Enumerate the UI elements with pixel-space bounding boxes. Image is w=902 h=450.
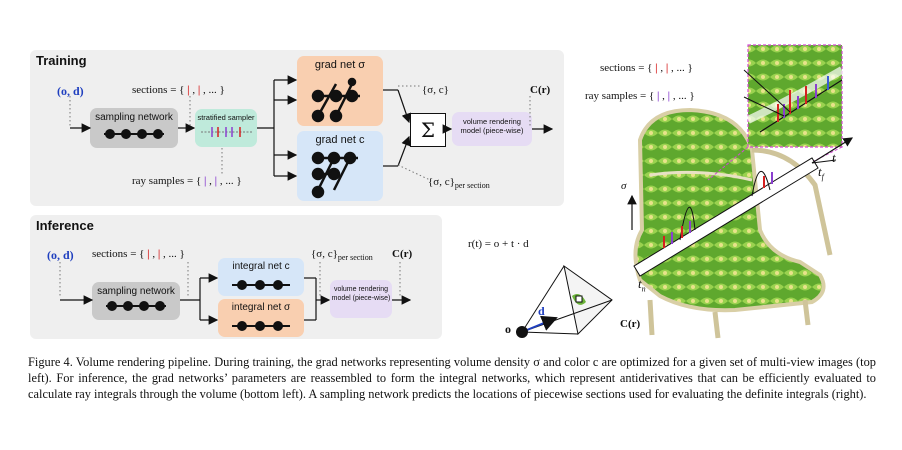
red-tick-icon: | bbox=[157, 248, 161, 260]
inference-output: C(r) bbox=[392, 248, 413, 260]
stratified-sampler-label: stratified sampler bbox=[197, 113, 255, 122]
diagram-graphics bbox=[59, 44, 854, 339]
training-sigma-c: {σ, c} bbox=[422, 84, 449, 96]
ray-beam bbox=[633, 137, 854, 277]
training-volume-rendering-box: volume rendering model (piece-wise) bbox=[452, 112, 532, 146]
inference-arrows bbox=[60, 273, 412, 325]
purple-tick-icon: | bbox=[667, 90, 671, 102]
inference-volume-rendering-label: volume rendering model (piece-wise) bbox=[331, 286, 391, 302]
purple-tick-icon: | bbox=[214, 175, 218, 187]
integral-net-sigma-glyph bbox=[232, 321, 290, 331]
purple-tick-icon: | bbox=[203, 175, 207, 187]
training-output: C(r) bbox=[530, 84, 551, 96]
inference-sections-label: sections = { | , | , ... } bbox=[92, 248, 185, 260]
grad-net-c-label: grad net c bbox=[315, 134, 365, 146]
grad-net-sigma-glyph bbox=[311, 77, 360, 123]
training-sampling-net-glyph bbox=[104, 129, 164, 139]
sampling-network-label: sampling network bbox=[95, 112, 173, 123]
red-tick-icon: | bbox=[665, 62, 669, 74]
t-near-label: tn bbox=[638, 276, 646, 294]
origin-label: o bbox=[505, 322, 511, 336]
training-title: Training bbox=[36, 53, 87, 68]
grad-net-sigma-label: grad net σ bbox=[314, 59, 366, 71]
inference-sampling-net-glyph bbox=[106, 301, 166, 311]
t-far-label: tf bbox=[818, 164, 824, 182]
training-dotted-links bbox=[69, 85, 531, 181]
inference-input: (o, d) bbox=[47, 248, 74, 262]
sum-node: Σ bbox=[410, 113, 446, 147]
ray-equation: r(t) = o + t · d bbox=[468, 238, 529, 250]
inference-sampling-network-label: sampling network bbox=[97, 286, 175, 297]
stratified-sampler-ticks bbox=[201, 127, 252, 137]
camera-frustum bbox=[521, 264, 613, 336]
integral-net-c-label: integral net c bbox=[232, 261, 290, 272]
figure-caption: Figure 4. Volume rendering pipeline. Dur… bbox=[28, 355, 876, 401]
integral-net-sigma-label: integral net σ bbox=[231, 302, 291, 313]
right-sections-label: sections = { | , | , ... } bbox=[600, 62, 693, 74]
right-ray-samples-label: ray samples = { | , | , ... } bbox=[585, 90, 695, 102]
purple-tick-icon: | bbox=[656, 90, 660, 102]
red-tick-icon: | bbox=[187, 84, 190, 96]
red-tick-icon: | bbox=[197, 84, 201, 96]
red-tick-icon: | bbox=[655, 62, 658, 74]
zoom-inset bbox=[743, 44, 844, 148]
grad-net-c-glyph bbox=[311, 151, 358, 199]
inference-dotted-links bbox=[59, 262, 401, 298]
inference-sampling-network-box: sampling network bbox=[92, 282, 180, 320]
training-sigma-c-per-section: {σ, c}per section bbox=[428, 176, 490, 191]
inference-title: Inference bbox=[36, 218, 94, 233]
sampling-network-box: sampling network bbox=[90, 108, 178, 148]
integral-net-c-glyph bbox=[232, 280, 290, 290]
training-ray-samples-label: ray samples = { | , | , ... } bbox=[132, 175, 242, 187]
training-input: (o, d) bbox=[57, 84, 84, 98]
camera-origin-icon bbox=[516, 326, 528, 338]
pixel-color-label: C(r) bbox=[620, 318, 641, 330]
training-volume-rendering-label: volume rendering model (piece-wise) bbox=[460, 117, 524, 135]
training-arrows bbox=[70, 75, 554, 181]
sum-symbol: Σ bbox=[420, 118, 436, 142]
inference-sigma-c-per-section: {σ, c}per section bbox=[311, 248, 373, 263]
inference-volume-rendering-box: volume rendering model (piece-wise) bbox=[330, 280, 392, 318]
sigma-axis-label: σ bbox=[621, 180, 627, 192]
t-label: t bbox=[832, 150, 836, 165]
red-tick-icon: | bbox=[147, 248, 150, 260]
training-sections-label: sections = { | , | , ... } bbox=[132, 84, 225, 96]
grad-net-c-box: grad net c bbox=[297, 131, 383, 201]
direction-label: d bbox=[538, 304, 545, 318]
